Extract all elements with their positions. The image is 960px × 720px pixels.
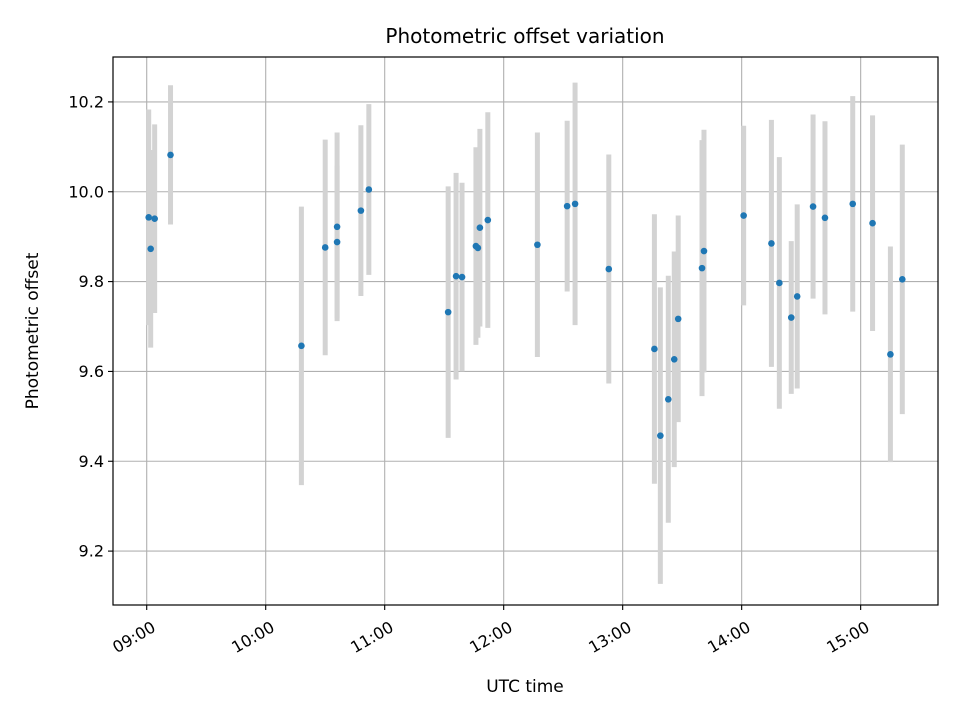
data-point [333,223,341,231]
data-point [821,214,829,222]
data-point [698,264,706,272]
data-point [145,214,152,221]
data-point [670,355,678,363]
data-point [869,219,876,227]
data-point [605,265,613,273]
x-axis-title: UTC time [486,677,564,697]
data-point [740,212,747,219]
data-point [700,247,708,255]
data-point [571,200,579,208]
y-tick-label: 9.6 [79,362,104,381]
data-point [444,308,452,316]
data-point [664,395,672,403]
data-point [474,244,482,252]
data-point [321,244,329,251]
data-point [651,345,658,353]
data-point [452,272,460,280]
data-point [899,276,906,283]
data-point [563,202,571,210]
y-tick-label: 10.2 [68,92,104,111]
y-axis-title: Photometric offset [23,252,43,409]
y-tick-label: 9.8 [79,272,104,291]
data-points [145,151,906,439]
data-point [787,314,795,321]
y-tick-label: 9.4 [79,452,104,471]
y-tick-label: 9.2 [79,542,104,561]
data-point [458,273,466,281]
data-point [357,207,365,214]
data-point [333,238,341,246]
data-point [674,315,682,323]
data-point [365,186,373,193]
data-point [298,342,305,350]
data-point [809,203,817,210]
data-point [167,151,174,159]
data-point [534,241,541,249]
data-point [849,200,857,208]
data-point [768,240,775,247]
data-point [793,293,801,300]
data-point [147,245,154,253]
chart-title: Photometric offset variation [385,24,664,48]
y-tick-label: 10.0 [68,182,104,201]
data-point [887,351,894,358]
data-point [476,224,484,231]
data-point [151,215,158,223]
data-point [484,216,492,224]
data-point [657,432,664,439]
plot-frame [112,56,939,606]
data-point [776,279,783,287]
